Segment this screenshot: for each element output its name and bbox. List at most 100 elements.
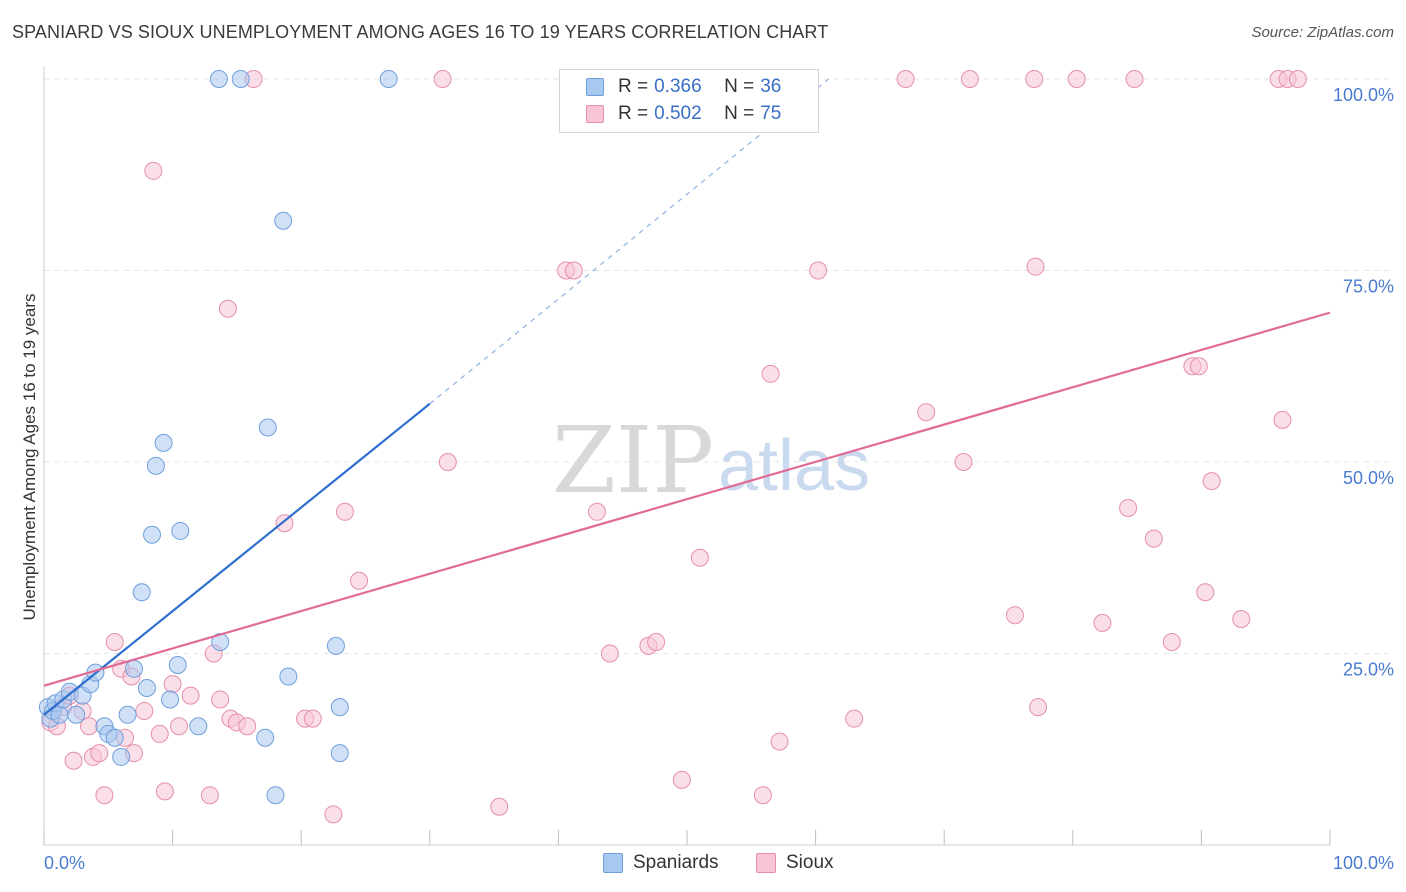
spaniards-point <box>256 728 275 747</box>
spaniards-point <box>330 744 349 763</box>
spaniards-point <box>258 418 277 437</box>
n-label: N = <box>724 103 755 124</box>
spaniards-point <box>154 433 173 452</box>
x-tick-label: 0.0% <box>44 853 85 873</box>
sioux-point <box>647 633 666 652</box>
data-points <box>38 70 1307 824</box>
n-value: 36 <box>760 76 782 97</box>
sioux-point <box>64 751 83 770</box>
sioux-legend-swatch <box>756 853 776 873</box>
spaniards-point <box>143 525 162 544</box>
sioux-point <box>770 732 789 751</box>
sioux-point <box>1232 610 1251 629</box>
sioux-point <box>350 571 369 590</box>
sioux-point <box>564 261 583 280</box>
spaniards-swatch <box>586 78 604 96</box>
sioux-point <box>1273 410 1292 429</box>
sioux-point <box>144 161 163 180</box>
sioux-point <box>1029 698 1048 717</box>
sioux-point <box>809 261 828 280</box>
sioux-point <box>200 786 219 805</box>
sioux-point <box>1026 257 1045 276</box>
sioux-point <box>135 701 154 720</box>
sioux-point <box>1144 529 1163 548</box>
sioux-point <box>238 717 257 736</box>
spaniards-trend-line <box>43 402 431 716</box>
sioux-point <box>155 782 174 801</box>
sioux-point <box>690 548 709 567</box>
legend-item-sioux[interactable]: Sioux <box>756 852 834 874</box>
legend-label-sioux: Sioux <box>786 852 834 873</box>
r-value: 0.366 <box>654 76 702 97</box>
tick-labels: 25.0% 50.0% 75.0% 100.0% 0.0% 100.0% <box>44 85 1394 873</box>
y-tick-label: 25.0% <box>1343 660 1394 680</box>
sioux-point <box>960 70 979 88</box>
spaniards-legend-swatch <box>603 853 623 873</box>
sioux-point <box>163 675 182 694</box>
y-tick-label: 50.0% <box>1343 468 1394 488</box>
spaniards-point <box>209 70 228 88</box>
sioux-point <box>672 770 691 789</box>
sioux-point <box>761 364 780 383</box>
sioux-point <box>490 797 509 816</box>
sioux-point <box>438 453 457 471</box>
sioux-point <box>218 299 237 318</box>
spaniards-point <box>326 636 345 655</box>
watermark-atlas: atlas <box>718 426 870 506</box>
sioux-point <box>845 709 864 728</box>
sioux-point <box>1288 70 1307 88</box>
sioux-point <box>1202 472 1221 491</box>
spaniards-point <box>274 211 293 230</box>
y-tick-label: 75.0% <box>1343 277 1394 297</box>
spaniards-point <box>379 70 398 88</box>
n-label: N = <box>724 76 755 97</box>
n-value: 75 <box>760 103 782 124</box>
spaniards-point <box>266 786 285 805</box>
spaniards-point <box>132 583 151 602</box>
trend-lines <box>43 78 1331 716</box>
sioux-point <box>303 709 322 728</box>
sioux-point <box>1196 583 1215 602</box>
r-label: R = <box>618 103 649 124</box>
spaniards-point <box>105 728 124 747</box>
sioux-trend-line <box>43 311 1331 687</box>
spaniards-point <box>189 717 208 736</box>
sioux-point <box>275 514 294 533</box>
spaniards-point <box>125 659 144 678</box>
r-value: 0.502 <box>654 103 702 124</box>
spaniards-point <box>279 667 298 686</box>
sioux-point <box>1125 70 1144 88</box>
source-label: Source: ZipAtlas.com <box>1251 24 1394 41</box>
spaniards-point <box>50 705 69 724</box>
sioux-point <box>324 805 343 824</box>
legend-row-sioux: R = 0.502 N = 75 <box>586 101 781 127</box>
sioux-point <box>433 70 452 88</box>
sioux-point <box>1162 633 1181 652</box>
r-label: R = <box>618 76 649 97</box>
sioux-point <box>211 690 230 709</box>
y-tick-label: 100.0% <box>1333 85 1394 105</box>
legend-item-spaniards[interactable]: Spaniards <box>603 852 719 874</box>
sioux-point <box>1067 70 1086 88</box>
sioux-swatch <box>586 105 604 123</box>
sioux-point <box>170 717 189 736</box>
x-tick-label: 100.0% <box>1333 853 1394 873</box>
sioux-point <box>105 633 124 652</box>
spaniards-point <box>112 747 131 766</box>
grid-lines <box>44 78 1394 654</box>
sioux-point <box>1025 70 1044 88</box>
spaniards-point <box>161 690 180 709</box>
watermark-zip: ZIP <box>552 407 714 514</box>
spaniards-point <box>67 705 86 724</box>
sioux-point <box>1189 357 1208 376</box>
sioux-point <box>181 686 200 705</box>
chart-title: SPANIARD VS SIOUX UNEMPLOYMENT AMONG AGE… <box>12 22 829 42</box>
sioux-point <box>753 786 772 805</box>
sioux-point <box>90 744 109 763</box>
sioux-point <box>150 724 169 743</box>
sioux-point <box>335 502 354 521</box>
sioux-point <box>1093 613 1112 632</box>
correlation-legend: R = 0.366 N = 36 R = 0.502 N = 75 <box>559 69 819 133</box>
spaniards-point <box>137 678 156 697</box>
